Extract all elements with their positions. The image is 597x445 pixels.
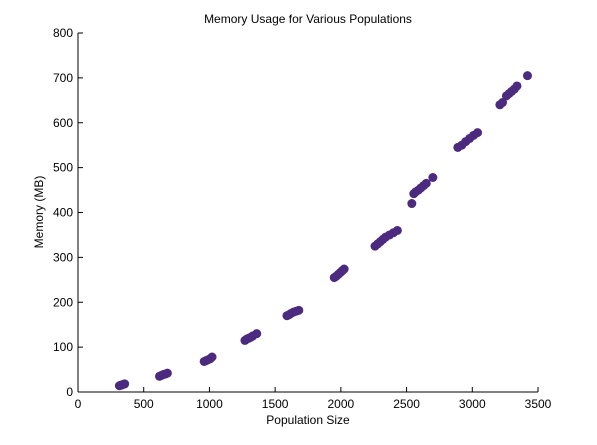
y-tick-label: 600: [53, 116, 73, 130]
data-point: [512, 81, 522, 91]
y-tick-label: 100: [53, 340, 73, 354]
x-tick-label: 1000: [196, 397, 223, 411]
data-point: [421, 178, 431, 188]
x-axis-ticks: 0 500 1000 1500 2000 2500 3000 3500: [75, 387, 552, 411]
data-point: [522, 71, 532, 81]
data-point: [162, 368, 172, 378]
data-points: [114, 71, 532, 391]
y-tick-label: 0: [66, 385, 73, 399]
data-point: [392, 225, 402, 235]
data-point: [207, 352, 217, 362]
x-tick-label: 1500: [262, 397, 289, 411]
y-tick-label: 500: [53, 161, 73, 175]
chart-title: Memory Usage for Various Populations: [204, 12, 412, 26]
x-tick-label: 3500: [525, 397, 552, 411]
y-tick-label: 400: [53, 206, 73, 220]
y-tick-label: 700: [53, 71, 73, 85]
data-point: [294, 305, 304, 315]
y-axis-label: Memory (MB): [32, 176, 46, 249]
x-tick-label: 2000: [328, 397, 355, 411]
x-tick-label: 2500: [393, 397, 420, 411]
data-point: [428, 172, 438, 182]
y-tick-label: 800: [53, 26, 73, 40]
x-tick-label: 3000: [459, 397, 486, 411]
data-point: [473, 128, 483, 138]
x-tick-label: 500: [134, 397, 154, 411]
data-point: [339, 264, 349, 274]
data-point: [252, 329, 262, 339]
data-point: [120, 379, 130, 389]
x-axis-label: Population Size: [266, 413, 350, 427]
plot-area: [77, 33, 538, 393]
y-axis-ticks: 0 100 200 300 400 500 600 700 800: [53, 26, 83, 399]
data-point: [407, 199, 417, 209]
y-tick-label: 300: [53, 250, 73, 264]
x-tick-label: 0: [75, 397, 82, 411]
y-tick-label: 200: [53, 295, 73, 309]
data-point: [498, 98, 508, 108]
